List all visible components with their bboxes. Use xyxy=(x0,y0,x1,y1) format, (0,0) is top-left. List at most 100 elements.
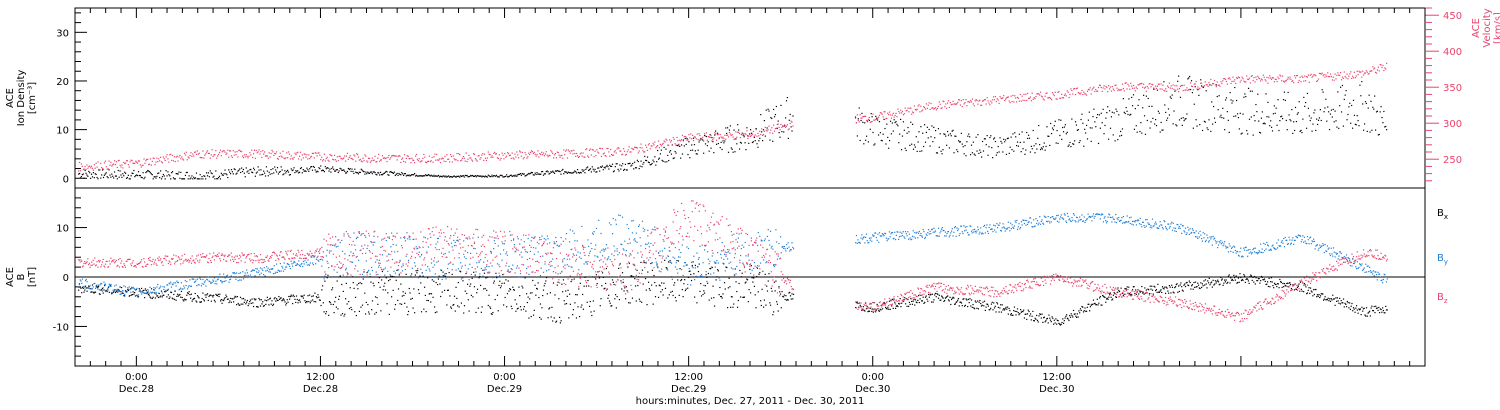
data-point xyxy=(680,139,683,141)
data-point xyxy=(1358,125,1360,127)
data-point xyxy=(1061,138,1063,141)
data-point xyxy=(992,99,994,101)
data-point xyxy=(480,311,482,313)
data-point xyxy=(270,152,272,155)
data-point xyxy=(746,278,748,280)
data-point xyxy=(1107,298,1109,300)
data-point xyxy=(1365,315,1367,317)
data-point xyxy=(1194,281,1197,283)
data-point xyxy=(1075,316,1078,318)
data-point xyxy=(245,167,247,169)
data-point xyxy=(346,152,349,154)
data-point xyxy=(255,149,257,151)
data-point xyxy=(520,309,522,311)
data-point xyxy=(109,174,111,176)
data-point xyxy=(262,269,264,272)
data-point xyxy=(104,290,107,292)
data-point xyxy=(455,176,457,178)
data-point xyxy=(1147,288,1149,290)
data-point xyxy=(305,302,307,304)
data-point xyxy=(314,152,316,154)
data-point xyxy=(1042,98,1044,100)
data-point xyxy=(176,155,178,157)
data-point xyxy=(351,261,354,263)
data-point xyxy=(1037,321,1039,323)
data-point xyxy=(669,150,672,152)
data-point xyxy=(264,155,267,157)
data-point xyxy=(1350,305,1352,307)
data-point xyxy=(874,119,876,121)
data-point xyxy=(1065,315,1067,317)
data-point xyxy=(1083,310,1085,312)
data-point xyxy=(344,155,346,157)
data-point xyxy=(92,286,94,288)
data-point xyxy=(1381,311,1383,313)
data-point xyxy=(1381,116,1383,119)
data-point xyxy=(935,129,937,132)
data-point xyxy=(788,292,790,294)
data-point xyxy=(723,137,725,140)
data-point xyxy=(1134,90,1136,92)
data-point xyxy=(927,300,929,302)
data-point xyxy=(324,280,326,282)
data-point xyxy=(1237,277,1240,279)
data-point xyxy=(778,286,780,288)
data-point xyxy=(473,175,476,178)
data-point xyxy=(1131,289,1134,291)
data-point xyxy=(1056,98,1058,100)
data-point xyxy=(197,178,199,180)
data-point xyxy=(315,301,317,303)
data-point xyxy=(1269,286,1271,288)
data-point xyxy=(756,267,759,269)
data-point xyxy=(154,289,156,291)
data-point xyxy=(291,263,293,265)
data-point xyxy=(557,281,559,283)
data-point xyxy=(482,175,484,177)
data-point xyxy=(1349,73,1351,75)
data-point xyxy=(398,274,400,276)
data-point xyxy=(446,304,448,306)
data-point xyxy=(90,288,92,290)
data-point xyxy=(278,269,280,272)
data-point xyxy=(518,150,521,152)
data-point xyxy=(1200,82,1202,84)
data-point xyxy=(102,169,104,171)
data-point xyxy=(205,153,207,155)
data-point xyxy=(203,283,205,285)
data-point xyxy=(100,177,102,179)
data-point xyxy=(234,168,236,171)
data-point xyxy=(685,288,687,290)
data-point xyxy=(401,172,403,174)
data-point xyxy=(1039,144,1041,146)
data-point xyxy=(274,166,276,168)
data-point xyxy=(288,295,290,298)
data-point xyxy=(752,130,754,133)
data-point xyxy=(89,285,91,287)
data-point xyxy=(918,301,920,304)
data-point xyxy=(504,176,506,178)
data-point xyxy=(297,151,299,153)
data-point xyxy=(365,301,367,304)
data-point xyxy=(480,175,482,177)
data-point xyxy=(907,126,909,129)
data-point xyxy=(651,162,653,165)
data-point xyxy=(1124,288,1126,290)
data-point xyxy=(248,276,250,278)
data-point xyxy=(1205,283,1207,285)
data-point xyxy=(1215,282,1217,284)
data-point xyxy=(864,310,866,312)
data-point xyxy=(451,273,453,276)
data-point xyxy=(105,172,107,174)
data-point xyxy=(703,152,705,154)
data-point xyxy=(1088,111,1090,113)
data-point xyxy=(440,269,443,271)
data-point xyxy=(709,267,711,270)
data-point xyxy=(1266,281,1269,283)
data-point xyxy=(1328,75,1330,78)
data-point xyxy=(246,269,248,271)
data-point xyxy=(1165,88,1167,90)
data-point xyxy=(1046,126,1048,128)
data-point xyxy=(378,172,380,174)
data-point xyxy=(792,298,794,300)
data-point xyxy=(1190,288,1192,290)
